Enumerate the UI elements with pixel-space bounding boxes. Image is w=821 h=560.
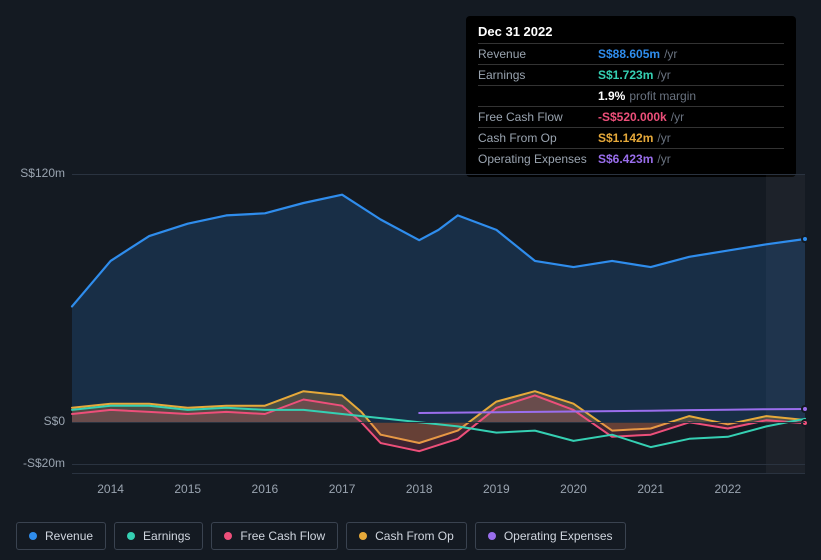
series-end-marker-operating_expenses — [801, 405, 809, 413]
x-axis-label: 2017 — [329, 482, 356, 496]
legend-item-earnings[interactable]: Earnings — [114, 522, 203, 550]
tooltip-row-label — [478, 89, 598, 103]
gridline — [72, 464, 805, 465]
series-end-marker-free_cash_flow — [801, 419, 809, 427]
tooltip-row-unit: /yr — [664, 47, 677, 61]
x-axis-label: 2018 — [406, 482, 433, 496]
legend-label: Earnings — [143, 529, 190, 543]
tooltip-row-value: S$88.605m — [598, 47, 660, 61]
tooltip-row: EarningsS$1.723m/yr — [478, 64, 784, 85]
data-tooltip: Dec 31 2022 RevenueS$88.605m/yrEarningsS… — [466, 16, 796, 177]
x-axis-label: 2021 — [637, 482, 664, 496]
financials-chart[interactable]: S$120m S$0 -S$20m 2014 2015 2016 2017 2018 2019 2… — [16, 160, 805, 500]
legend-dot-icon — [224, 532, 232, 540]
tooltip-row-label: Free Cash Flow — [478, 110, 598, 124]
tooltip-row-value: -S$520.000k — [598, 110, 667, 124]
legend-item-free_cash_flow[interactable]: Free Cash Flow — [211, 522, 338, 550]
tooltip-row-unit: /yr — [671, 110, 684, 124]
gridline — [72, 174, 805, 175]
tooltip-row-label: Revenue — [478, 47, 598, 61]
legend-label: Operating Expenses — [504, 529, 613, 543]
x-axis-label: 2019 — [483, 482, 510, 496]
x-axis-label: 2022 — [714, 482, 741, 496]
tooltip-date: Dec 31 2022 — [478, 24, 784, 39]
legend: Revenue Earnings Free Cash Flow Cash From O… — [16, 522, 626, 550]
legend-label: Free Cash Flow — [240, 529, 325, 543]
tooltip-row: Cash From OpS$1.142m/yr — [478, 127, 784, 148]
legend-label: Cash From Op — [375, 529, 454, 543]
y-axis-label: -S$20m — [23, 456, 65, 470]
legend-dot-icon — [359, 532, 367, 540]
gridline — [72, 422, 805, 423]
legend-dot-icon — [127, 532, 135, 540]
legend-dot-icon — [29, 532, 37, 540]
legend-label: Revenue — [45, 529, 93, 543]
legend-dot-icon — [488, 532, 496, 540]
series-end-marker-revenue — [801, 235, 809, 243]
legend-item-revenue[interactable]: Revenue — [16, 522, 106, 550]
y-axis-label: S$0 — [44, 414, 65, 428]
legend-item-operating_expenses[interactable]: Operating Expenses — [475, 522, 626, 550]
tooltip-row-value: S$1.723m — [598, 68, 653, 82]
x-axis-label: 2016 — [252, 482, 279, 496]
y-axis-label: S$120m — [20, 166, 65, 180]
tooltip-row-unit: /yr — [657, 131, 670, 145]
tooltip-row-label: Earnings — [478, 68, 598, 82]
tooltip-row: 1.9% profit margin — [478, 85, 784, 106]
x-axis-label: 2015 — [174, 482, 201, 496]
tooltip-row-value: S$1.142m — [598, 131, 653, 145]
tooltip-rows: RevenueS$88.605m/yrEarningsS$1.723m/yr1.… — [478, 43, 784, 169]
tooltip-row: Free Cash Flow-S$520.000k/yr — [478, 106, 784, 127]
tooltip-row-label: Cash From Op — [478, 131, 598, 145]
x-axis-label: 2020 — [560, 482, 587, 496]
tooltip-row-unit: /yr — [657, 68, 670, 82]
tooltip-row: RevenueS$88.605m/yr — [478, 43, 784, 64]
tooltip-row-value: 1.9% — [598, 89, 625, 103]
x-axis-label: 2014 — [97, 482, 124, 496]
plot-area[interactable] — [72, 174, 805, 474]
chart-svg — [72, 174, 805, 473]
tooltip-row-unit: profit margin — [629, 89, 696, 103]
legend-item-cash_from_op[interactable]: Cash From Op — [346, 522, 467, 550]
